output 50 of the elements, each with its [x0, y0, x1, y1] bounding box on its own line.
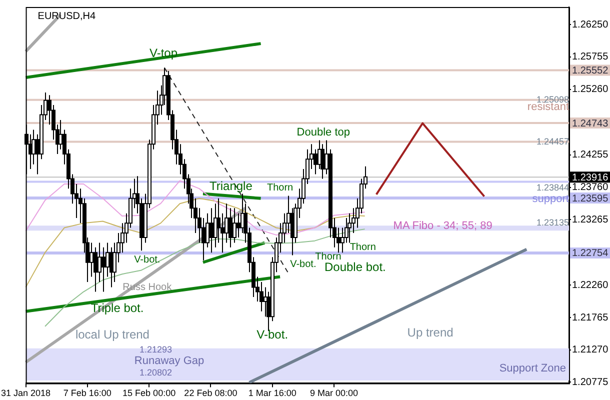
- annotation: V-bot.: [256, 327, 288, 342]
- candlestick: [228, 208, 232, 248]
- ref-line-label: 1.24743: [572, 118, 609, 130]
- candlestick: [90, 242, 94, 278]
- candlestick: [236, 212, 240, 238]
- annotation: V-bot.: [134, 254, 160, 266]
- annotation: local Up trend: [75, 327, 150, 342]
- y-tick-label: 1.20775: [572, 376, 609, 388]
- y-tick-label: 1.24255: [572, 150, 609, 161]
- y-tick-label: 1.21270: [572, 344, 609, 356]
- candlestick: [94, 246, 98, 292]
- chart-title: EURUSD,H4: [38, 10, 96, 22]
- ref-line-label: 1.25552: [572, 65, 609, 76]
- annotation: Thorn: [350, 242, 376, 253]
- x-tick-label: 9 Mar 00:00: [310, 388, 358, 398]
- annotation: 1.20802: [140, 367, 172, 378]
- annotation: Double bot.: [324, 260, 386, 274]
- annotation: 1.21293: [140, 344, 172, 354]
- y-tick-label: 1.21765: [572, 312, 609, 324]
- annotation: Runaway Gap: [134, 355, 204, 368]
- candlestick: [210, 208, 214, 254]
- candlestick: [102, 246, 106, 292]
- annotation: 1.24457: [536, 136, 569, 146]
- ref-line-label: 1.22754: [572, 248, 609, 260]
- y-tick-label: 1.25260: [572, 84, 609, 96]
- ref-line-label: 1.23916: [572, 172, 609, 184]
- annotation: Triple bot.: [90, 301, 144, 316]
- annotation: V-bot.: [290, 258, 316, 270]
- x-tick-label: 31 Jan 2018: [1, 388, 51, 398]
- candlestick: [320, 144, 324, 180]
- annotation: Thorn: [266, 182, 294, 194]
- candlestick: [232, 208, 236, 244]
- ref-line-label: 1.23595: [572, 193, 609, 204]
- x-tick-label: 7 Feb 16:00: [63, 388, 112, 398]
- y-tick-label: 1.26250: [572, 19, 609, 30]
- y-tick-label: 1.23265: [572, 214, 609, 226]
- x-tick-label: 1 Mar 16:00: [248, 388, 296, 398]
- y-tick-label: 1.25755: [572, 52, 609, 63]
- candlestick: [32, 129, 36, 165]
- x-tick-label: 22 Feb 08:00: [184, 388, 238, 398]
- y-tick-label: 1.22260: [572, 280, 609, 291]
- y-tick-label: 1.23760: [572, 182, 609, 194]
- x-tick-label: 15 Feb 00:00: [122, 388, 176, 398]
- annotation: V-top: [149, 46, 178, 60]
- annotation: MA Fibo - 34; 55; 89: [393, 220, 492, 232]
- band-label: Support Zone: [499, 362, 566, 374]
- annotation: Thorn: [315, 251, 342, 262]
- annotation: Up trend: [407, 325, 454, 340]
- annotation: Double top: [296, 126, 350, 138]
- annotation: Triangle: [209, 179, 253, 194]
